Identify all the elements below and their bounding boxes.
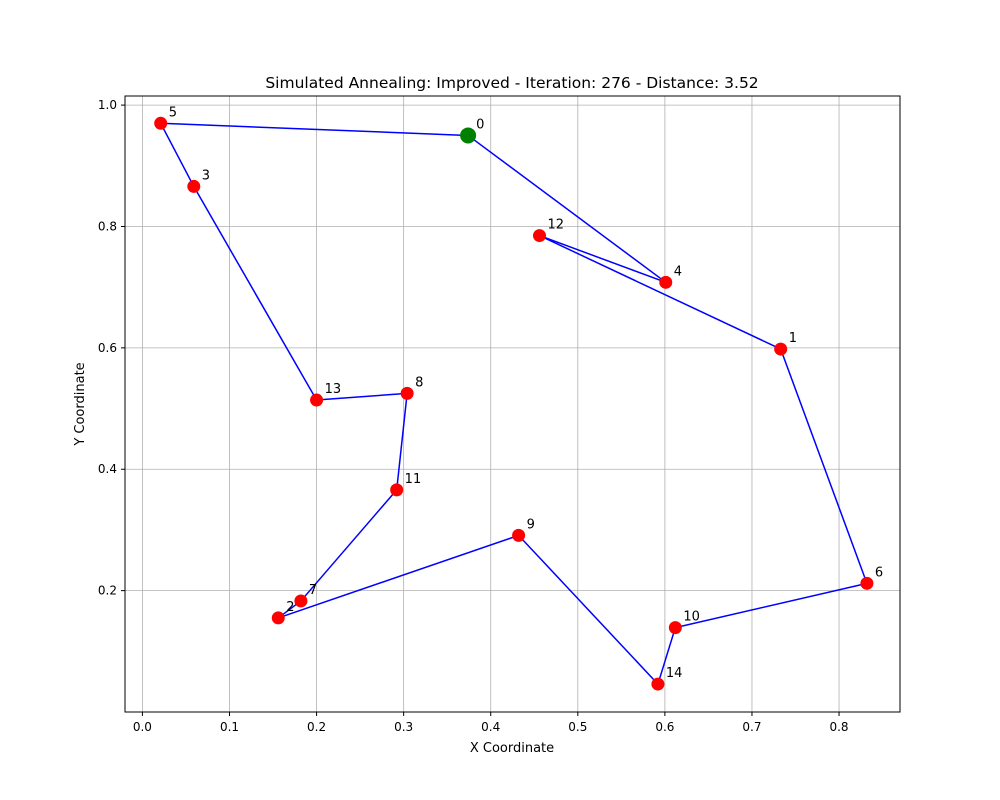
city-points — [154, 116, 874, 691]
city-point — [154, 116, 168, 130]
city-label: 10 — [683, 610, 700, 625]
route-segment — [160, 122, 469, 137]
city-point — [532, 229, 546, 243]
route-segment — [779, 348, 868, 584]
route-segment — [467, 134, 667, 283]
route-path — [160, 122, 868, 685]
city-point — [774, 342, 788, 356]
y-tick-label: 0.2 — [98, 584, 117, 598]
city-label: 11 — [405, 472, 422, 487]
route-segment — [160, 122, 195, 187]
city-point — [668, 621, 682, 635]
city-point — [187, 179, 201, 193]
start-city-point — [460, 127, 477, 144]
city-label: 4 — [674, 264, 682, 279]
x-tick-label: 0.5 — [568, 720, 587, 734]
chart-title: Simulated Annealing: Improved - Iteratio… — [265, 74, 758, 92]
city-label: 0 — [476, 117, 484, 132]
route-segment — [193, 186, 318, 401]
y-tick-label: 0.8 — [98, 219, 117, 233]
route-segment — [539, 234, 782, 350]
x-tick-label: 0.2 — [307, 720, 326, 734]
city-label: 13 — [325, 382, 342, 397]
y-tick-label: 1.0 — [98, 98, 117, 112]
city-label: 5 — [169, 105, 177, 120]
x-tick-label: 0.7 — [742, 720, 761, 734]
route-segment — [518, 534, 659, 685]
y-tick-label: 0.6 — [98, 341, 117, 355]
x-tick-label: 0.8 — [829, 720, 848, 734]
city-point — [271, 611, 285, 625]
y-tick-label: 0.4 — [98, 462, 117, 476]
city-label: 1 — [789, 331, 797, 346]
city-point — [294, 594, 308, 608]
city-label: 3 — [202, 168, 210, 183]
route-segment — [395, 393, 408, 490]
city-point — [310, 393, 324, 407]
city-label: 7 — [309, 583, 317, 598]
city-point — [651, 677, 665, 691]
city-label: 12 — [547, 218, 564, 233]
city-point — [512, 528, 526, 542]
plot-frame — [124, 95, 901, 713]
city-label: 9 — [527, 517, 535, 532]
city-label: 2 — [286, 600, 294, 615]
route-segment — [539, 234, 667, 284]
city-label: 14 — [666, 666, 683, 681]
city-point — [659, 275, 673, 289]
city-point — [400, 386, 414, 400]
city-point — [390, 483, 404, 497]
x-tick-label: 0.0 — [133, 720, 152, 734]
axis-ticks: 0.0 0.1 0.2 0.3 0.4 0.5 0.6 0.7 0.8 0.2 0.4 0.6 0.8 1… — [98, 98, 849, 734]
city-label: 8 — [415, 375, 423, 390]
x-axis-label: X Coordinate — [470, 741, 554, 756]
y-axis-label: Y Coordinate — [73, 362, 88, 446]
x-tick-label: 0.4 — [481, 720, 500, 734]
city-label: 6 — [875, 565, 883, 580]
route-segment — [675, 582, 868, 629]
x-tick-label: 0.3 — [394, 720, 413, 734]
route-segment — [300, 489, 398, 602]
route-segment — [278, 534, 519, 619]
x-tick-label: 0.6 — [655, 720, 674, 734]
route-segment — [657, 627, 677, 685]
x-tick-label: 0.1 — [220, 720, 239, 734]
route-segment — [316, 392, 408, 401]
city-point — [860, 576, 874, 590]
grid — [125, 96, 900, 712]
